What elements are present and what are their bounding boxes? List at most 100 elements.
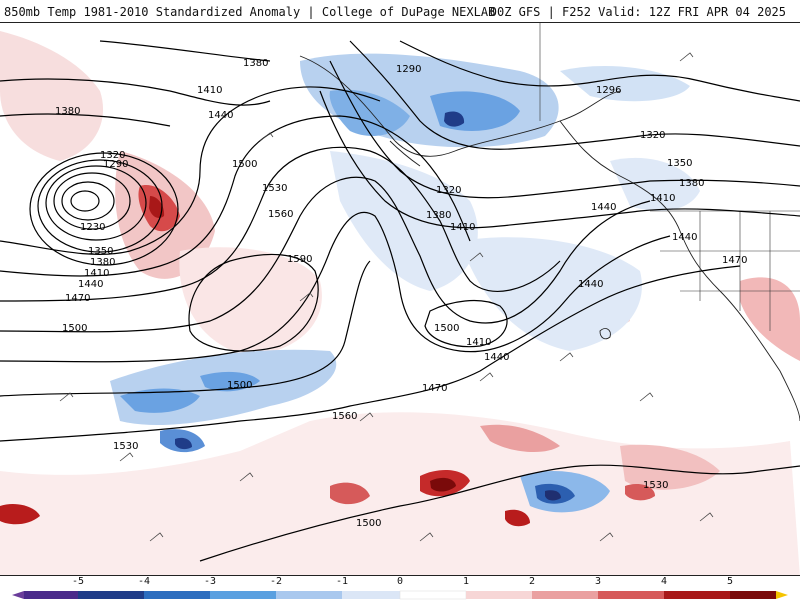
anomaly-area xyxy=(545,490,561,501)
anomaly-area xyxy=(179,247,322,356)
colorbar-bin xyxy=(399,590,467,600)
contour-label: 1470 xyxy=(722,255,747,266)
colorbar-tick: -2 xyxy=(269,576,283,587)
colorbar-tick: -4 xyxy=(137,576,151,587)
contour-label: 1440 xyxy=(672,232,697,243)
contour-label: 1410 xyxy=(197,85,222,96)
contour-label: 1230 xyxy=(80,222,105,233)
border-line xyxy=(699,211,771,331)
contour xyxy=(329,60,800,199)
contour-label: 1440 xyxy=(578,279,603,290)
contour-label: 1410 xyxy=(650,193,675,204)
wind-barb xyxy=(359,412,374,422)
contour-label: 1350 xyxy=(88,246,113,257)
contour xyxy=(29,152,179,266)
anomaly-area xyxy=(330,482,370,505)
contour xyxy=(0,211,671,363)
contour-label: 1500 xyxy=(232,159,257,170)
contour-label: 1500 xyxy=(434,323,459,334)
anomaly-area xyxy=(444,111,465,127)
contour-label: 1500 xyxy=(62,323,87,334)
colorbar-bin xyxy=(466,591,532,599)
contour-label: 1410 xyxy=(450,222,475,233)
contour xyxy=(399,40,800,102)
map-panel: 1380 1290 1296 1320 1410 1440 1380 1320 … xyxy=(0,22,800,576)
wind-barb xyxy=(599,532,614,542)
anomaly-area xyxy=(610,157,700,211)
contour xyxy=(0,265,741,442)
contour-label: 1500 xyxy=(356,518,381,529)
contour xyxy=(188,253,319,352)
contour-label: 1290 xyxy=(396,64,421,75)
anomaly-area xyxy=(460,237,642,351)
border-line xyxy=(660,250,800,292)
anomaly-area xyxy=(0,412,800,575)
wind-barb xyxy=(119,452,134,462)
contour xyxy=(61,181,115,221)
contour xyxy=(53,172,131,230)
contour-label: 1440 xyxy=(591,202,616,213)
cold-anomaly-shading xyxy=(110,53,700,513)
contour-label: 1380 xyxy=(55,106,80,117)
colorbar-svg xyxy=(12,590,788,600)
coastline xyxy=(299,55,621,157)
coastline xyxy=(559,120,800,422)
wind-barb xyxy=(559,352,574,362)
contour-label: 1530 xyxy=(262,183,287,194)
contour xyxy=(45,165,147,241)
contour xyxy=(424,300,508,348)
wind-barb xyxy=(479,372,494,382)
model-valid-time: 00Z GFS | F252 Valid: 12Z FRI APR 04 202… xyxy=(489,5,786,19)
contour-label: 1380 xyxy=(243,58,268,69)
product-title: 850mb Temp 1981-2010 Standardized Anomal… xyxy=(4,5,496,19)
height-contours xyxy=(0,40,800,562)
contour xyxy=(0,113,171,127)
contour xyxy=(0,146,561,302)
contour-label: 1350 xyxy=(667,158,692,169)
wind-barb xyxy=(149,532,164,542)
contour xyxy=(0,115,471,277)
anomaly-area xyxy=(120,388,200,413)
colorbar-bin xyxy=(532,591,598,599)
colorbar-tick: -1 xyxy=(335,576,349,587)
contour xyxy=(99,40,271,62)
contour-label: 1470 xyxy=(422,383,447,394)
colorbar-bin xyxy=(730,591,776,599)
colorbar-tick: -5 xyxy=(71,576,85,587)
contour-label: 1590 xyxy=(287,254,312,265)
colorbar-bin xyxy=(210,591,276,599)
contour-label: 1380 xyxy=(90,257,115,268)
contour-label: 1440 xyxy=(484,352,509,363)
anomaly-area xyxy=(200,371,260,392)
anomaly-map: 1380 1290 1296 1320 1410 1440 1380 1320 … xyxy=(0,23,800,575)
colorbar-arrow-right xyxy=(776,591,788,599)
contour-label: 1560 xyxy=(268,209,293,220)
anomaly-area xyxy=(175,437,192,450)
contour xyxy=(199,464,800,562)
anomaly-area xyxy=(480,424,560,453)
contour xyxy=(37,159,163,253)
wind-barb xyxy=(699,512,714,522)
wind-barbs xyxy=(59,52,714,542)
contour-label: 1296 xyxy=(596,85,621,96)
colorbar-tick: 5 xyxy=(726,576,734,587)
colorbar-bin xyxy=(24,591,78,599)
colorbar-arrow-left xyxy=(12,591,24,599)
anomaly-area xyxy=(625,484,655,501)
wind-barb xyxy=(59,392,74,402)
colorbar-bin xyxy=(664,591,730,599)
wind-barb xyxy=(639,392,654,402)
contour xyxy=(0,260,371,397)
anomaly-area xyxy=(329,89,410,136)
colorbar-bin xyxy=(276,591,342,599)
colorbar-bin xyxy=(78,591,144,599)
colorbar-tick: 3 xyxy=(594,576,602,587)
contour xyxy=(349,40,800,150)
contour-label: 1530 xyxy=(113,441,138,452)
colorbar-tick: 2 xyxy=(528,576,536,587)
colorbar-bin xyxy=(342,591,400,599)
borders xyxy=(539,23,800,331)
colorbar-tick: 4 xyxy=(660,576,668,587)
contour-label: 1320 xyxy=(436,185,461,196)
